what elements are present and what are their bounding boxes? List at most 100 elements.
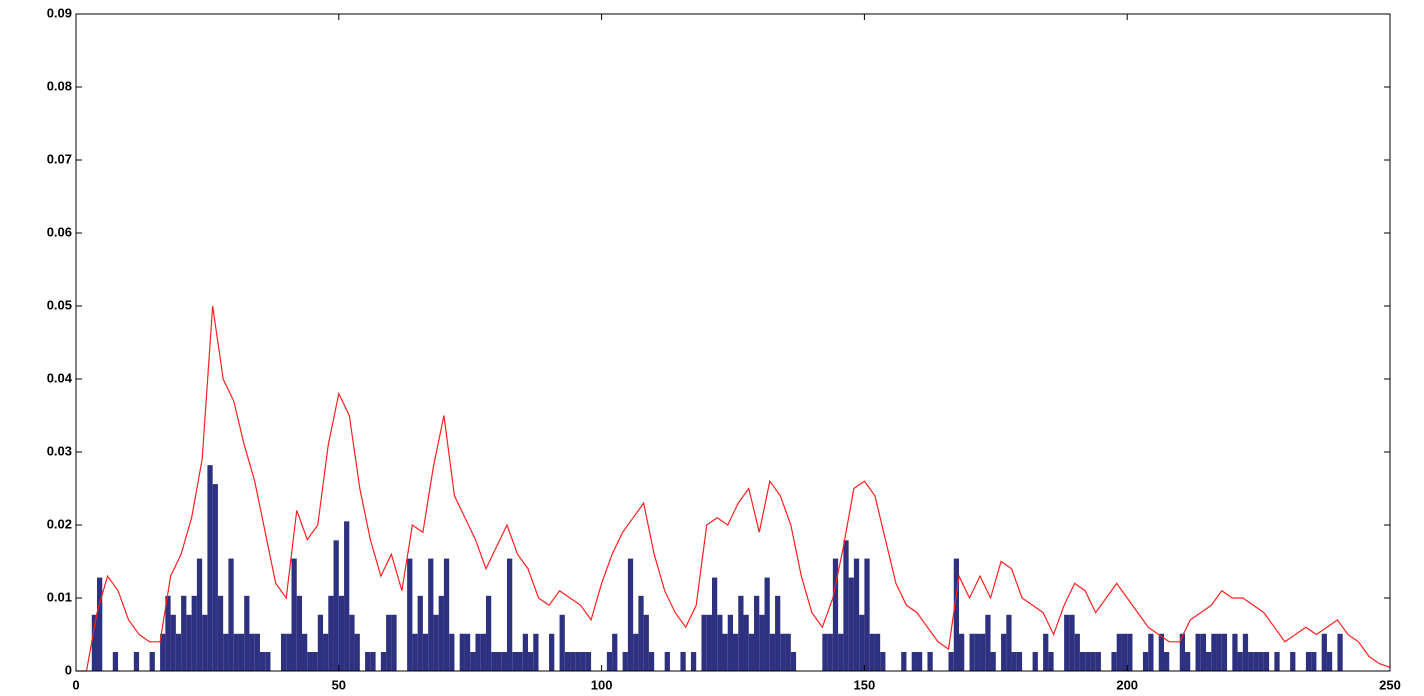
bar: [328, 595, 334, 671]
y-tick-label: 0.01: [47, 589, 72, 604]
bar: [985, 614, 991, 671]
bar: [911, 652, 917, 671]
bar: [433, 614, 439, 671]
bar: [501, 652, 507, 671]
bar: [1069, 614, 1075, 671]
bar: [711, 577, 718, 671]
bar: [491, 652, 497, 671]
bar: [217, 595, 224, 671]
bar: [254, 633, 260, 671]
bar: [296, 595, 303, 671]
bar: [1321, 633, 1327, 671]
axes-box: [75, 13, 1391, 672]
bar: [1237, 652, 1243, 671]
bar: [223, 633, 229, 671]
bar: [606, 652, 613, 671]
bar: [990, 652, 996, 671]
bar: [133, 652, 140, 671]
bar: [764, 577, 770, 671]
bar: [1326, 652, 1333, 671]
bar: [974, 633, 981, 671]
x-tick-label: 250: [1379, 677, 1401, 692]
bar: [622, 652, 628, 671]
bar: [317, 614, 324, 671]
bar: [638, 595, 644, 671]
bar: [564, 652, 571, 671]
bar: [186, 614, 192, 671]
bar: [286, 633, 292, 671]
x-tick-label: 100: [591, 677, 613, 692]
bar: [1211, 633, 1217, 671]
bar: [191, 595, 197, 671]
y-tick-label: 0.08: [47, 78, 72, 93]
bar: [91, 614, 98, 671]
bar: [549, 633, 555, 671]
bar: [690, 652, 697, 671]
bar: [1074, 633, 1080, 671]
bar: [170, 614, 176, 671]
bar: [496, 652, 502, 671]
bar: [1043, 633, 1049, 671]
bar: [701, 614, 707, 671]
bar: [149, 652, 155, 671]
bar: [790, 652, 797, 671]
bar: [160, 633, 166, 671]
bar: [1311, 652, 1317, 671]
bar: [449, 633, 455, 671]
bar: [838, 633, 844, 671]
bar: [733, 633, 739, 671]
bar: [738, 595, 744, 671]
bar: [570, 652, 576, 671]
bar: [948, 652, 954, 671]
bar: [769, 633, 776, 671]
bar: [1090, 652, 1096, 671]
bar: [864, 558, 870, 671]
bar: [1032, 652, 1038, 671]
bar: [1263, 652, 1270, 671]
bar: [407, 558, 413, 671]
bar: [1085, 652, 1091, 671]
bar: [901, 652, 907, 671]
bar: [323, 633, 329, 671]
bar: [1221, 633, 1228, 671]
bar: [743, 614, 749, 671]
bar: [386, 614, 392, 671]
bar: [1179, 633, 1186, 671]
bar: [533, 633, 539, 671]
y-tick-label: 0.06: [47, 224, 72, 239]
bar: [202, 614, 208, 671]
bar: [344, 521, 350, 671]
bar: [522, 633, 529, 671]
bar: [969, 633, 975, 671]
bar: [832, 558, 839, 671]
bar: [470, 652, 476, 671]
bar: [181, 595, 187, 671]
y-tick-label: 0.09: [47, 5, 72, 20]
bar: [1006, 614, 1012, 671]
bar: [559, 614, 565, 671]
bar: [780, 633, 786, 671]
bar: [843, 540, 849, 671]
bar: [443, 558, 450, 671]
y-tick-label: 0.07: [47, 151, 72, 166]
bar: [848, 577, 854, 671]
bar: [822, 633, 828, 671]
x-tick-label: 50: [332, 677, 346, 692]
bar: [207, 465, 213, 671]
bar: [1064, 614, 1070, 671]
bar: [422, 633, 429, 671]
bar: [1242, 633, 1249, 671]
bar: [1248, 652, 1254, 671]
bar: [354, 633, 360, 671]
bar: [575, 652, 581, 671]
bar: [291, 558, 297, 671]
bar: [1185, 652, 1191, 671]
bar: [475, 633, 481, 671]
bar: [643, 614, 649, 671]
bar: [464, 633, 471, 671]
bar: [759, 614, 765, 671]
bar: [1142, 652, 1149, 671]
bar: [1216, 633, 1222, 671]
bar: [312, 652, 318, 671]
